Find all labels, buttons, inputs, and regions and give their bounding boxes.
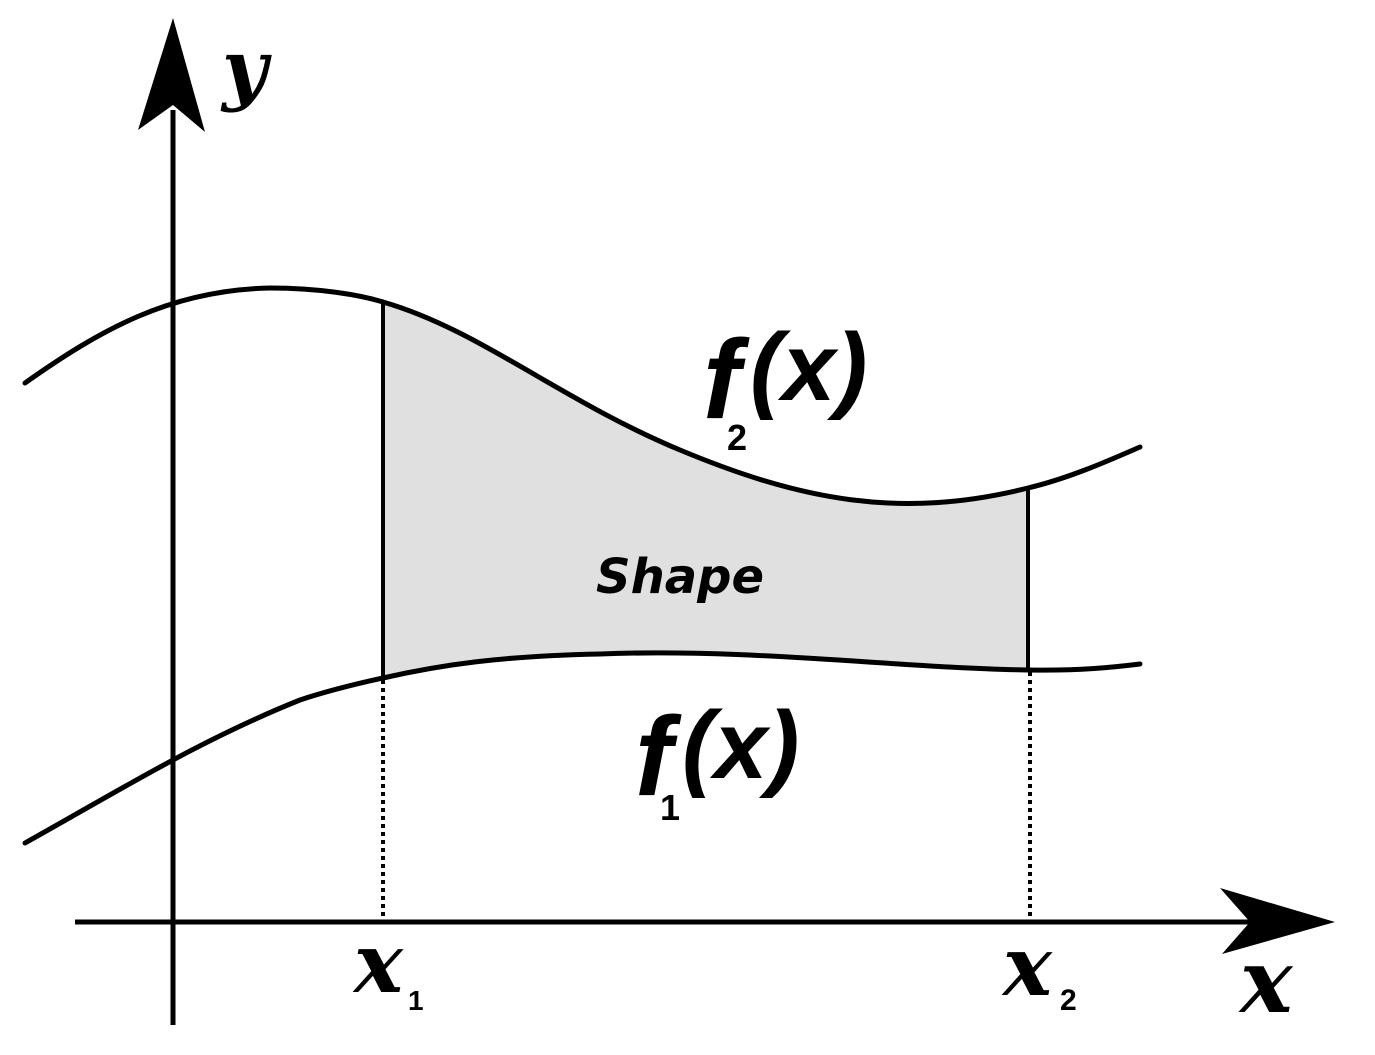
lower-curve-f1 [22,650,1143,846]
shape-label: Shape [596,549,764,605]
x-axis-label: x [1238,929,1294,1033]
bound-right-name: x [1001,919,1053,1015]
upper-curve-arg: (x) [750,314,867,421]
bound-left-name: x [352,916,404,1012]
lower-curve-arg: (x) [682,692,799,799]
y-axis-label: y [220,23,272,114]
bound-left-subscript: 1 [408,985,424,1016]
lower-curve-subscript: 1 [660,787,680,828]
y-axis-arrowhead [138,18,205,132]
shaded-region [383,302,1028,678]
upper-curve-f2 [22,285,1143,506]
upper-curve-subscript: 2 [727,417,747,458]
bound-right-subscript: 2 [1060,984,1077,1017]
x-axis-arrowhead [1220,888,1335,954]
